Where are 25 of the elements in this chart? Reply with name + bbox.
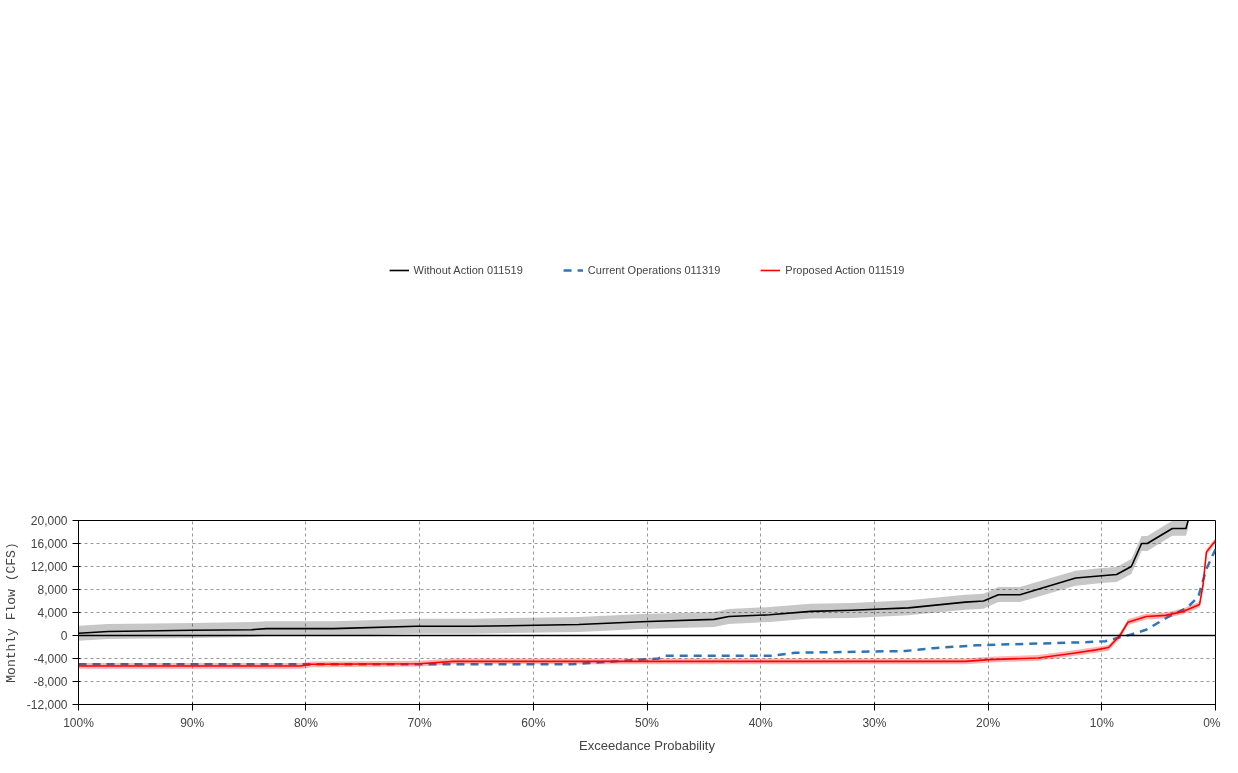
y-tick-label: 12,000: [30, 560, 68, 574]
y-tick-label: 16,000: [30, 537, 68, 551]
x-tick-label: 30%: [862, 715, 887, 730]
x-tick-label: 40%: [748, 715, 774, 730]
legend-label: Without Action 011519: [413, 264, 523, 276]
y-tick-label: -4,000: [33, 652, 68, 666]
x-tick-label: 0%: [1203, 715, 1221, 730]
y-tick-label: -8,000: [33, 675, 68, 689]
x-tick-label: 100%: [63, 715, 95, 730]
y-tick-label: 20,000: [30, 514, 68, 528]
x-tick-label: 60%: [521, 715, 546, 730]
legend-label: Proposed Action 011519: [785, 264, 905, 276]
x-axis-title: Exceedance Probability: [579, 737, 716, 753]
y-tick-label: 8,000: [37, 583, 68, 597]
x-tick-label: 10%: [1089, 715, 1115, 730]
x-tick-label: 80%: [293, 715, 319, 730]
y-tick-label: -12,000: [26, 698, 68, 712]
y-axis-title: Monthly Flow (CFS): [3, 542, 19, 683]
y-tick-label: 0: [60, 629, 68, 643]
x-tick-label: 90%: [180, 715, 205, 730]
legend-label: Current Operations 011319: [587, 264, 721, 276]
x-tick-label: 20%: [976, 715, 1001, 730]
y-tick-label: 4,000: [37, 606, 68, 620]
x-tick-label: 50%: [634, 715, 660, 730]
x-tick-label: 70%: [407, 715, 432, 730]
